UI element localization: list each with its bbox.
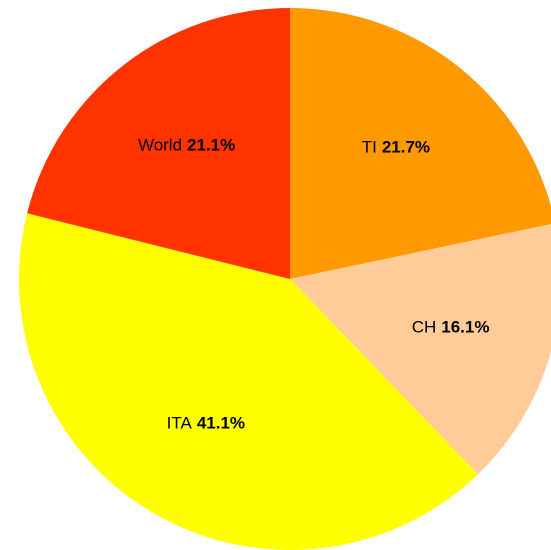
slice-value: 21.1%	[187, 136, 235, 155]
slice-value: 41.1%	[197, 414, 245, 433]
slice-label: CH 16.1%	[412, 318, 490, 337]
pie-slice	[290, 224, 551, 475]
slice-name: TI	[362, 138, 377, 157]
slice-name: CH	[412, 318, 437, 337]
pie-slice	[27, 8, 290, 279]
pie-slice	[18, 213, 478, 550]
slice-label: ITA 41.1%	[167, 414, 245, 433]
slice-value: 21.7%	[382, 138, 430, 157]
slice-name: World	[138, 136, 182, 155]
slice-label: TI 21.7%	[362, 138, 430, 157]
slice-name: ITA	[167, 414, 193, 433]
pie-slice	[290, 8, 551, 279]
slice-value: 16.1%	[441, 318, 489, 337]
slice-label: World 21.1%	[138, 136, 235, 155]
